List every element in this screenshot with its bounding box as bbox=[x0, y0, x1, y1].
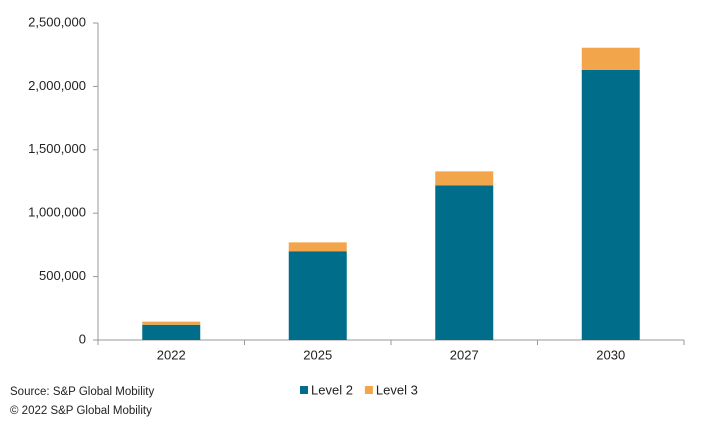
bar-segment bbox=[288, 242, 347, 252]
y-tick-label: 500,000 bbox=[39, 268, 86, 283]
y-tick-label: 1,500,000 bbox=[28, 141, 86, 156]
x-tick-label: 2027 bbox=[450, 347, 479, 362]
bar-segment bbox=[581, 69, 640, 340]
x-tick-label: 2030 bbox=[596, 347, 625, 362]
x-tick-label: 2022 bbox=[157, 347, 186, 362]
legend-swatch bbox=[300, 386, 308, 394]
y-tick-label: 1,000,000 bbox=[28, 205, 86, 220]
bar-segment bbox=[288, 251, 347, 340]
y-tick-label: 2,000,000 bbox=[28, 78, 86, 93]
bar-segment bbox=[435, 185, 494, 340]
legend-swatch bbox=[364, 386, 373, 394]
legend-label: Level 3 bbox=[376, 382, 418, 397]
copyright-note: © 2022 S&P Global Mobility bbox=[10, 405, 152, 417]
y-tick-label: 2,500,000 bbox=[28, 14, 86, 29]
legend-label: Level 2 bbox=[311, 382, 353, 397]
x-tick-label: 2025 bbox=[303, 347, 332, 362]
bar-segment bbox=[142, 321, 201, 325]
y-tick-label: 0 bbox=[79, 331, 86, 346]
bar-segment bbox=[435, 171, 494, 186]
bar-segment bbox=[142, 324, 201, 340]
source-note: Source: S&P Global Mobility bbox=[10, 386, 154, 398]
bar-segment bbox=[581, 47, 640, 70]
